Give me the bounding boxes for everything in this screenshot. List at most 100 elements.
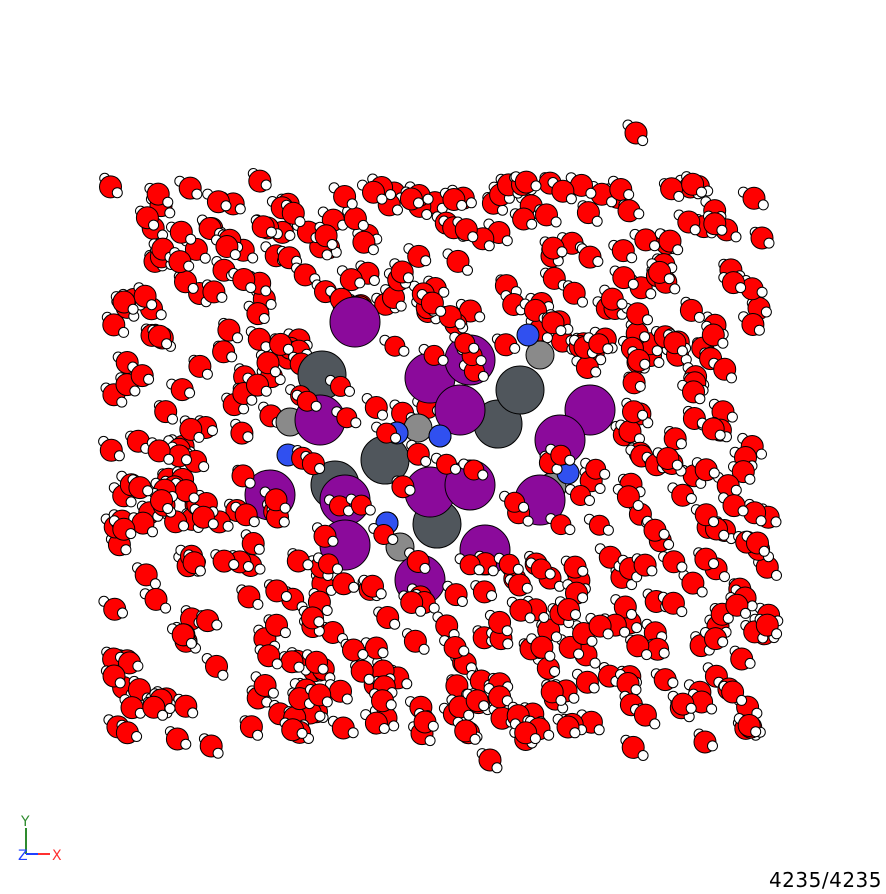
- hydrogen-atom: [147, 526, 158, 538]
- hydrogen-atom: [673, 190, 685, 202]
- hydrogen-atom: [242, 431, 254, 443]
- hydrogen-atom: [402, 272, 414, 284]
- hydrogen-atom: [284, 230, 296, 241]
- hydrogen-atom: [191, 188, 203, 200]
- hydrogen-atom: [401, 678, 413, 690]
- hydrogen-atom: [404, 484, 416, 496]
- nitrogen-atom: [516, 323, 540, 347]
- hydrogen-atom: [207, 518, 219, 530]
- hydrogen-atom: [478, 700, 490, 712]
- hydrogen-atom: [757, 199, 769, 211]
- hydrogen-atom: [469, 733, 481, 745]
- hydrogen-atom: [737, 505, 749, 517]
- hydrogen-atom: [364, 504, 376, 516]
- hydrogen-atom: [651, 345, 663, 357]
- hydrogen-atom: [143, 373, 155, 385]
- hydrogen-atom: [717, 636, 729, 648]
- hydrogen-atom: [522, 515, 534, 527]
- carbon-atom: [525, 340, 555, 370]
- hydrogen-atom: [194, 565, 206, 577]
- hydrogen-atom: [350, 417, 362, 429]
- hydrogen-atom: [483, 240, 495, 252]
- hydrogen-atom: [543, 729, 555, 741]
- hydrogen-atom: [347, 727, 359, 739]
- hydrogen-atom: [501, 625, 513, 637]
- hydrogen-atom: [590, 366, 602, 378]
- hydrogen-atom: [387, 534, 399, 545]
- carbon-atom: [403, 413, 433, 443]
- hydrogen-atom: [377, 647, 389, 659]
- hydrogen-atom: [639, 331, 651, 343]
- hydrogen-atom: [321, 605, 333, 616]
- hydrogen-atom: [602, 628, 614, 640]
- hydrogen-atom: [487, 565, 499, 577]
- hydrogen-atom: [354, 277, 366, 289]
- hydrogen-atom: [509, 342, 521, 354]
- hydrogen-atom: [293, 661, 305, 673]
- hydrogen-atom: [207, 425, 218, 437]
- hydrogen-atom: [127, 303, 139, 315]
- hydrogen-atom: [216, 291, 228, 303]
- hydrogen-atom: [736, 694, 748, 706]
- hydrogen-atom: [183, 260, 195, 272]
- hydrogen-atom: [586, 635, 598, 647]
- hydrogen-atom: [577, 592, 589, 604]
- hydrogen-atom: [375, 588, 387, 600]
- hydrogen-atom: [627, 278, 639, 290]
- hydrogen-atom: [420, 456, 432, 467]
- hydrogen-atom: [125, 496, 137, 508]
- hydrogen-atom: [327, 535, 339, 547]
- hydrogen-atom: [113, 450, 125, 462]
- hydrogen-atom: [193, 431, 205, 443]
- hydrogen-atom: [321, 696, 333, 708]
- hydrogen-atom: [676, 606, 688, 618]
- hydrogen-atom: [594, 483, 606, 494]
- frame-counter: 4235/4235: [768, 868, 882, 892]
- hydrogen-atom: [199, 252, 211, 264]
- hydrogen-atom: [245, 282, 257, 294]
- hydrogen-atom: [593, 724, 605, 736]
- hydrogen-atom: [708, 516, 720, 528]
- hydrogen-atom: [456, 596, 468, 607]
- hydrogen-atom: [632, 500, 644, 511]
- hydrogen-atom: [477, 370, 489, 382]
- hydrogen-atom: [755, 515, 767, 527]
- hydrogen-atom: [675, 438, 687, 450]
- hydrogen-atom: [344, 385, 355, 397]
- hydrogen-atom: [474, 311, 486, 323]
- hydrogen-atom: [185, 233, 197, 245]
- hydrogen-atom: [589, 657, 601, 669]
- hydrogen-atom: [238, 403, 250, 415]
- hydrogen-atom: [463, 709, 475, 721]
- hydrogen-atom: [569, 727, 581, 739]
- hydrogen-atom: [247, 252, 259, 264]
- hydrogen-atom: [718, 529, 730, 541]
- hydrogen-atom: [178, 520, 190, 532]
- hydrogen-atom: [390, 432, 402, 444]
- hydrogen-atom: [265, 298, 277, 310]
- hydrogen-atom: [326, 239, 338, 250]
- hydrogen-atom: [279, 627, 291, 639]
- hydrogen-atom: [260, 385, 272, 397]
- hydrogen-atom: [584, 495, 595, 506]
- hydrogen-atom: [526, 218, 538, 230]
- hydrogen-atom: [385, 699, 397, 711]
- hydrogen-atom: [201, 368, 213, 380]
- hydrogen-atom: [642, 314, 653, 326]
- hydrogen-atom: [771, 628, 783, 640]
- hydrogen-atom: [630, 684, 642, 696]
- hydrogen-atom: [117, 607, 128, 619]
- hydrogen-atom: [212, 747, 224, 759]
- hydrogen-atom: [717, 337, 729, 349]
- hydrogen-atom: [427, 720, 439, 732]
- hydrogen-atom: [253, 543, 265, 555]
- iodine-atom: [434, 384, 486, 436]
- hydrogen-atom: [181, 454, 192, 466]
- hydrogen-atom: [667, 677, 679, 689]
- hydrogen-atom: [211, 619, 223, 631]
- hydrogen-atom: [160, 602, 172, 614]
- hydrogen-atom: [708, 558, 720, 570]
- hydrogen-atom: [148, 219, 160, 231]
- hydrogen-atom: [591, 215, 603, 227]
